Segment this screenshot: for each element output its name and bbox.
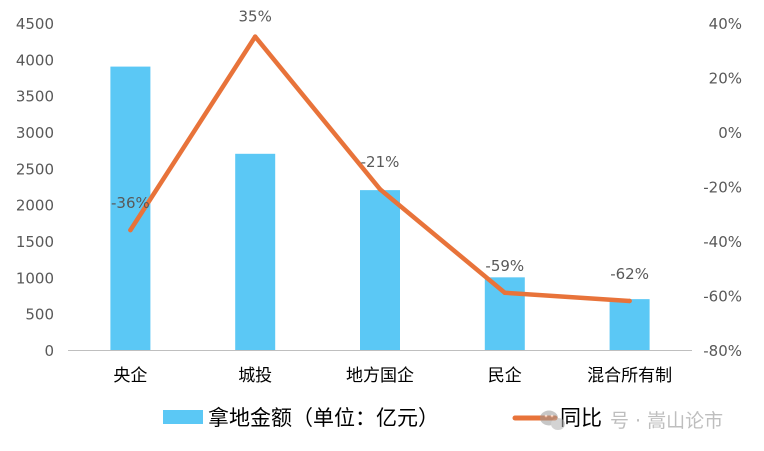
- category-label: 民企: [488, 366, 522, 386]
- left-tick-label: 0: [44, 342, 54, 360]
- line-data-labels: -36% 35% -21% -59% -62%: [111, 8, 649, 283]
- legend-bar-label: 拿地金额（单位：亿元）: [208, 406, 439, 430]
- data-label: -59%: [485, 257, 524, 275]
- left-tick-label: 500: [25, 306, 54, 324]
- category-labels: 央企 城投 地方国企 民企 混合所有制: [113, 366, 672, 386]
- category-label: 地方国企: [346, 366, 414, 386]
- line-series: [128, 34, 632, 304]
- left-tick-label: 3000: [16, 124, 54, 142]
- bar: [360, 190, 400, 350]
- line-point: [377, 187, 383, 192]
- left-tick-label: 1500: [16, 233, 54, 251]
- left-tick-label: 2000: [16, 197, 54, 215]
- line-point: [253, 34, 258, 39]
- left-axis-ticks: 0 500 1000 1500 2000 2500 3000 3500 4000 4500: [16, 15, 54, 360]
- watermark-text: 号 · 嵩山论市: [610, 410, 723, 432]
- watermark: 号 · 嵩山论市: [540, 410, 723, 432]
- right-tick-label: -40%: [703, 233, 742, 251]
- left-tick-label: 4500: [16, 15, 54, 33]
- legend: 拿地金额（单位：亿元） 同比: [163, 406, 602, 430]
- left-tick-label: 4000: [16, 51, 54, 69]
- data-label: -62%: [610, 265, 649, 283]
- category-label: 混合所有制: [587, 366, 672, 386]
- right-tick-label: -80%: [703, 342, 742, 360]
- right-tick-label: -20%: [703, 179, 742, 197]
- category-label: 城投: [238, 366, 272, 386]
- left-tick-label: 1000: [16, 269, 54, 287]
- category-label: 央企: [113, 366, 147, 386]
- line-point: [502, 290, 507, 295]
- legend-bar-swatch: [163, 410, 203, 424]
- wechat-icon: [540, 410, 565, 430]
- bar: [484, 277, 525, 350]
- right-axis-ticks: -80% -60% -40% -20% 0% 20% 40%: [703, 15, 742, 360]
- right-tick-label: -60%: [703, 288, 742, 306]
- line-point: [627, 298, 632, 304]
- data-label: 35%: [239, 8, 272, 26]
- bar: [609, 299, 650, 350]
- line-point: [128, 227, 133, 233]
- data-label: -21%: [361, 153, 400, 171]
- bar: [235, 153, 276, 350]
- legend-line-label: 同比: [560, 406, 602, 430]
- right-tick-label: 0%: [718, 124, 742, 142]
- right-tick-label: 40%: [709, 15, 742, 33]
- left-tick-label: 3500: [16, 88, 54, 106]
- bar-series: [110, 66, 650, 350]
- left-tick-label: 2500: [16, 160, 54, 178]
- data-label: -36%: [111, 194, 150, 212]
- right-tick-label: 20%: [709, 70, 742, 88]
